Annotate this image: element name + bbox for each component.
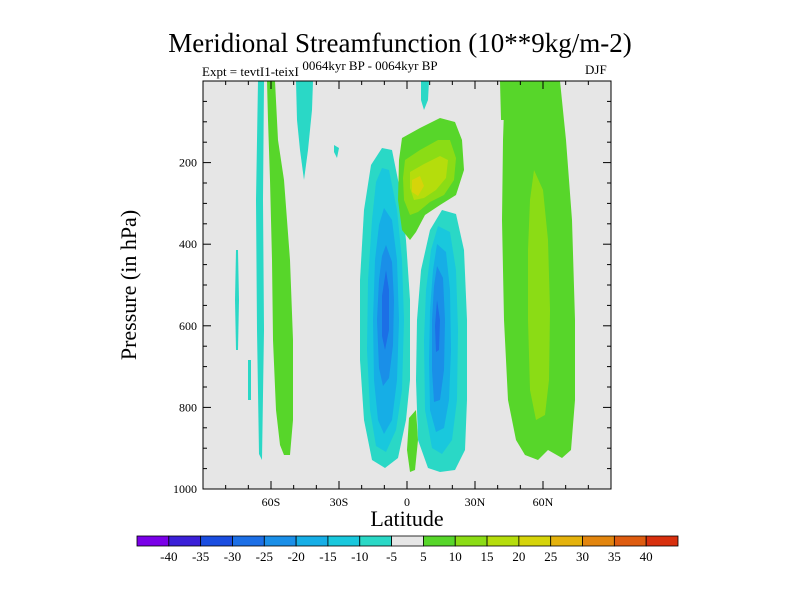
contour-fill [500, 81, 506, 120]
contour-fill [235, 250, 239, 350]
colorbar-swatch [263, 535, 297, 547]
x-tick-label: 60N [533, 495, 554, 509]
colorbar-label: -40 [160, 549, 177, 564]
chart-title: Meridional Streamfunction (10**9kg/m-2) [168, 28, 632, 58]
colorbar-swatch [550, 535, 583, 547]
colorbar-label: 5 [420, 549, 427, 564]
y-tick-label: 200 [179, 156, 197, 170]
colorbar-label: 25 [544, 549, 557, 564]
colorbar-label: 10 [449, 549, 462, 564]
y-axis-label: Pressure (in hPa) [116, 210, 141, 360]
y-tick-label: 400 [179, 237, 197, 251]
contour-fill [267, 81, 293, 455]
colorbar-swatch [518, 535, 552, 547]
colorbar-label: 40 [640, 549, 653, 564]
colorbar-label: 15 [481, 549, 494, 564]
experiment-label: Expt = tevtI1-teixI [202, 64, 299, 79]
contour-fill [407, 410, 418, 472]
colorbar-swatch [645, 535, 679, 547]
contour-fill [412, 176, 424, 196]
colorbar-swatch [136, 535, 170, 547]
colorbar-label: 20 [512, 549, 525, 564]
y-tick-label: 1000 [173, 482, 197, 496]
colorbar-label: -15 [319, 549, 336, 564]
colorbar-label: 35 [608, 549, 621, 564]
colorbar-label: -20 [287, 549, 304, 564]
contour-fill [296, 81, 313, 180]
y-tick-label: 800 [179, 400, 197, 414]
colorbar-swatch [200, 535, 233, 547]
colorbar-swatch [295, 535, 329, 547]
colorbar-swatch [454, 535, 488, 547]
x-tick-label: 0 [404, 495, 410, 509]
colorbar-swatch [327, 535, 361, 547]
colorbar-swatch [359, 535, 392, 547]
colorbar-swatch [582, 535, 615, 547]
colorbar-label: 30 [576, 549, 589, 564]
contour-fill [334, 145, 339, 158]
colorbar-swatch [168, 535, 202, 547]
colorbar-labels: -40 -35 -30 -25 -20 -15 -10 -5 5 10 15 20 25 30 35 40 [160, 549, 653, 564]
colorbar-swatch [391, 535, 424, 547]
colorbar-label: -10 [351, 549, 368, 564]
colorbar-label: -25 [256, 549, 273, 564]
contour-fill [421, 81, 429, 110]
x-tick-label: 30N [465, 495, 486, 509]
chart-subtitle: 0064kyr BP - 0064kyr BP [302, 58, 438, 73]
colorbar-swatch [423, 535, 456, 547]
season-label: DJF [585, 62, 607, 77]
y-tick-label: 600 [179, 319, 197, 333]
x-axis-label: Latitude [370, 506, 443, 531]
x-tick-label: 60S [262, 495, 281, 509]
contour-fields [235, 81, 575, 472]
contour-fill [382, 270, 389, 350]
x-tick-label: 30S [330, 495, 349, 509]
colorbar-label: -5 [386, 549, 397, 564]
contour-fill [528, 170, 550, 420]
contour-fill [256, 81, 264, 460]
colorbar-swatch [486, 535, 520, 547]
colorbar-swatch [613, 535, 647, 547]
colorbar-label: -35 [192, 549, 209, 564]
colorbar [136, 535, 679, 547]
contour-fill [248, 360, 251, 400]
colorbar-label: -30 [224, 549, 241, 564]
axis-ticks: 60S 30S 0 30N 60N 200 400 600 800 1000 [173, 81, 611, 509]
contour-fill [435, 300, 440, 352]
colorbar-swatch [232, 535, 265, 547]
